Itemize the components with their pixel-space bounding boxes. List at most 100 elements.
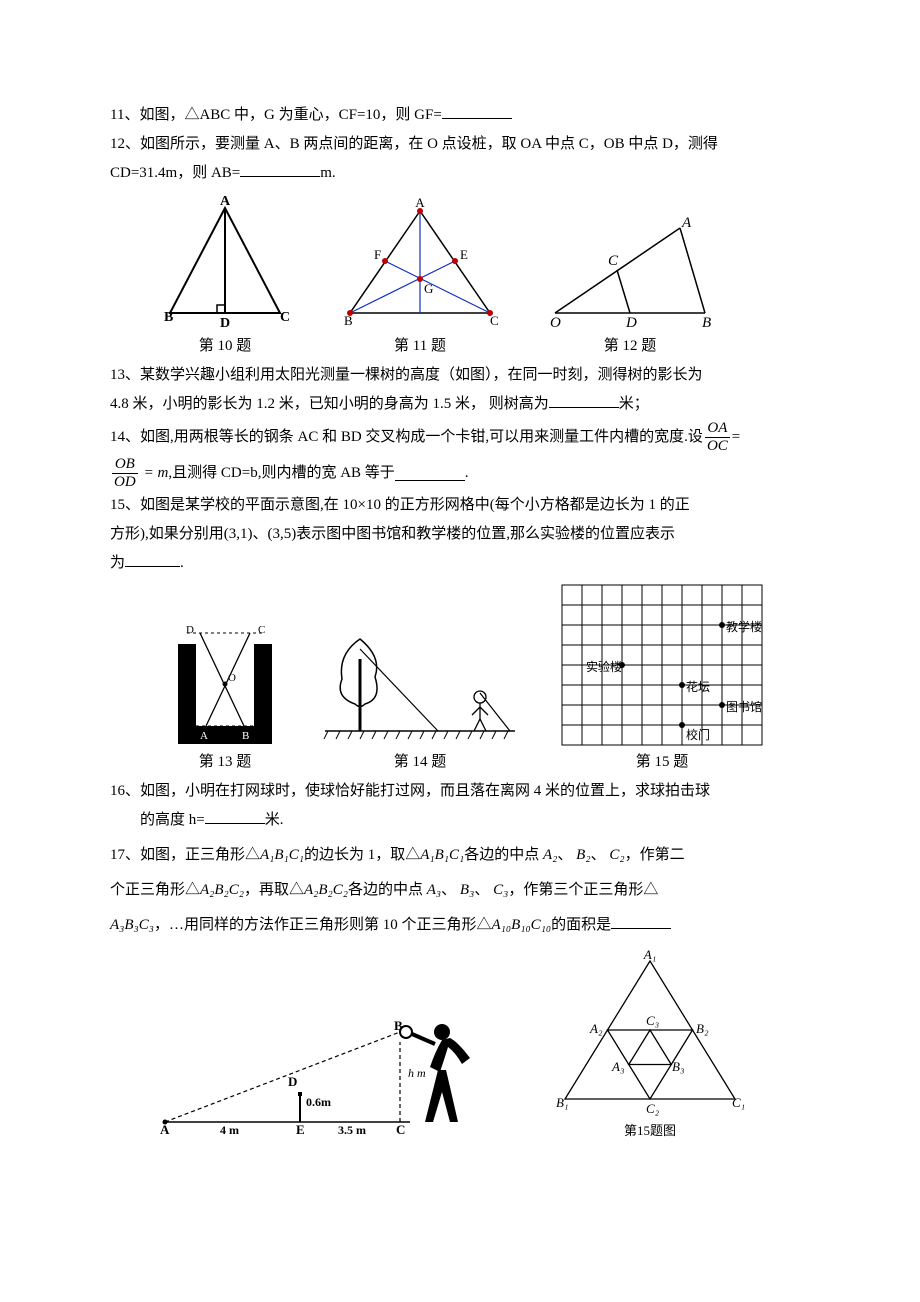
q14-blank [395,465,465,481]
fig17-C3: C₃ [646,1013,659,1028]
fig15-svg: 教学楼 实验楼 花坛 图书馆 校门 [560,583,764,749]
fig17-A2: A₂ [589,1021,603,1036]
fig11-G: G [424,281,433,296]
fig10-D: D [220,316,230,331]
fig15-cap: 第 15 题 [560,749,764,776]
q17-l2f: ，作第三个正三角形△ [508,882,658,898]
q17-l2b: ，再取△ [244,882,304,898]
figrow-16-17: A E C D B 0.6m h m 4 m 3.5 m A₁ [150,949,810,1142]
q17-A2B2C2-2: A₂B₂C₂ [304,882,348,898]
q17-A2B2C2-1: A₂B₂C₂ [200,882,244,898]
q14-l2b: . [465,460,469,487]
q12-blank [240,161,320,177]
figrow-13-14-15: D C A B O 第 13 题 第 14 题 [170,583,810,776]
q11: 11、如图，△ABC 中，G 为重心，CF=10，则 GF= [110,102,810,129]
q17-B3: B₃ [460,882,474,898]
fig17-B2: B₂ [696,1021,709,1036]
fig12-O: O [550,315,561,331]
q14-l2: OBOD = m ,且测得 CD=b,则内槽的宽 AB 等于. [110,456,810,490]
q12-l2a: CD=31.4m，则 AB= [110,165,240,181]
fig17-B3: B₃ [672,1059,684,1074]
fig12-B: B [702,315,711,331]
q17-A1B1C1-2: A₁B₁C₁ [420,847,464,863]
q17-l1d: 、 [557,847,572,863]
fig13-cap: 第 13 题 [170,749,280,776]
fig11-F: F [374,247,381,262]
fig17-A3: A₃ [611,1059,624,1074]
fig12-D: D [625,315,637,331]
fig15-lib: 图书馆 [726,699,762,714]
q14-l2a: ,且测得 CD=b,则内槽的宽 AB 等于 [168,460,394,487]
fig16-06: 0.6m [306,1095,331,1109]
fig15: 教学楼 实验楼 花坛 图书馆 校门 第 15 题 [560,583,764,776]
q14-eq1: = [732,424,740,451]
q17-C3: C₃ [493,882,508,898]
q12-l1: 12、如图所示，要测量 A、B 两点间的距离，在 O 点设桩，取 OA 中点 C… [110,131,810,158]
q14-eqm: = m [144,460,169,487]
q15-l1: 15、如图是某学校的平面示意图,在 10×10 的正方形网格中(每个小方格都是边… [110,492,810,519]
q13-l2b: 米； [619,396,649,412]
fig11-C: C [490,313,499,328]
fig13-A: A [200,730,208,742]
fig16-4m: 4 m [220,1123,239,1137]
fig16-35m: 3.5 m [338,1123,366,1137]
fig13-C: C [258,624,265,636]
fig17-C1: C₁ [732,1095,745,1110]
fig16-B: B [394,1018,403,1033]
fig11-E: E [460,247,468,262]
fig10-B: B [164,310,173,325]
q14-l1: 14、如图,用两根等长的钢条 AC 和 BD 交叉构成一个卡钳,可以用来测量工件… [110,420,810,454]
q17-A10B10C10: A₁₀B₁₀C₁₀ [492,917,552,933]
fig10-cap: 第 10 题 [150,333,300,360]
fig13-B: B [242,730,249,742]
q16-l2: 的高度 h=米. [110,807,810,834]
q14-l1a: 14、如图,用两根等长的钢条 AC 和 BD 交叉构成一个卡钳,可以用来测量工件… [110,424,703,451]
q17-l3a: ，…用同样的方法作正三角形则第 10 个正三角形△ [154,917,492,933]
q15-l3b: . [180,555,184,571]
fig11: A B C F E G 第 11 题 [330,193,510,360]
q17-l1c: 各边的中点 [464,847,539,863]
q17-l1a: 17、如图，正三角形△ [110,847,260,863]
q11-text: 11、如图，△ABC 中，G 为重心，CF=10，则 GF= [110,107,442,123]
q17-l3b: 的面积是 [551,917,611,933]
q17-l2c: 各边的中点 [348,882,423,898]
q17-l2: 个正三角形△A₂B₂C₂，再取△A₂B₂C₂各边的中点 A₃、 B₃、 C₃，作… [110,877,810,904]
fig12-A: A [681,215,692,231]
q17-l2a: 个正三角形△ [110,882,200,898]
q14-fracA: OAOC [705,420,730,454]
q12-l2: CD=31.4m，则 AB= m. [110,160,810,187]
q17-l1b: 的边长为 1，取△ [304,847,420,863]
fig15-lab: 实验楼 [586,659,622,674]
q17-B2: B₂ [576,847,590,863]
fig10-C: C [280,310,290,325]
fig11-cap: 第 11 题 [330,333,510,360]
q13-l2: 4.8 米，小明的影长为 1.2 米，已知小明的身高为 1.5 米， 则树高为 米… [110,391,810,418]
fig16-C: C [396,1122,405,1137]
q13-l2a: 4.8 米，小明的影长为 1.2 米，已知小明的身高为 1.5 米， 则树高为 [110,396,549,412]
fig16-hm: h m [408,1066,426,1080]
fig17-A1: A₁ [643,949,656,962]
fig12-cap: 第 12 题 [540,333,720,360]
fig14-cap: 第 14 题 [320,749,520,776]
figrow-10-11-12: A B C D 第 10 题 A B C F E G 第 11 题 [150,193,810,360]
q15-l2: 方形),如果分别用(3,1)、(3,5)表示图中图书馆和教学楼的位置,那么实验楼… [110,521,810,548]
q17-A3B3C3: A₃B₃C₃ [110,917,154,933]
fig15-teach: 教学楼 [726,619,762,634]
fig16-E: E [296,1122,305,1137]
q13-blank [549,392,619,408]
q17-A3: A₃ [427,882,441,898]
fig11-A: A [415,195,425,210]
fig11-B: B [344,313,353,328]
q12-l2b: m. [320,165,335,181]
q17-A1B1C1-1: A₁B₁C₁ [260,847,304,863]
fig17-cap: 第15题图 [550,1119,750,1142]
fig12-C: C [608,253,619,269]
q17-A2: A₂ [543,847,557,863]
fig10-A: A [220,194,231,209]
fig15-flower: 花坛 [686,679,710,694]
fig10: A B C D 第 10 题 [150,193,300,360]
fig14: 第 14 题 [320,619,520,776]
q15-l3: 为. [110,550,810,577]
fig13-O: O [228,672,236,684]
q17-l1: 17、如图，正三角形△A₁B₁C₁的边长为 1，取△A₁B₁C₁各边的中点 A₂… [110,842,810,869]
